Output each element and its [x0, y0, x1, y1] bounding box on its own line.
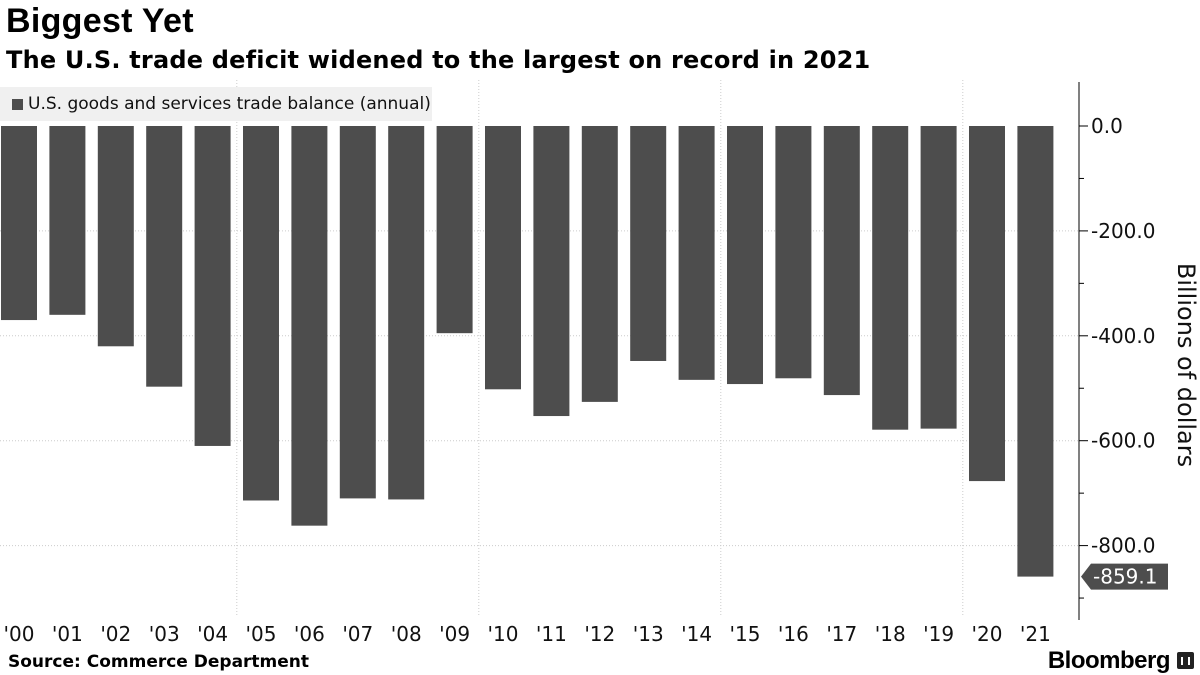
- bar-12: [581, 126, 618, 402]
- bar-00: [1, 126, 37, 321]
- bar-16: [775, 126, 812, 379]
- bar-08: [388, 126, 425, 500]
- bar-09: [436, 126, 473, 334]
- callout-value: -859.1: [1093, 565, 1157, 589]
- x-tick-label: '11: [536, 622, 567, 646]
- x-tick-label: '08: [391, 622, 422, 646]
- x-tick-labels: '00 '01 '02 '03 '04 '05 '06 '07 '08 '09 '10 '11 '12 '…: [4, 622, 1051, 646]
- legend: U.S. goods and services trade balance (a…: [0, 87, 432, 121]
- bar-04: [194, 126, 231, 446]
- bar-11: [533, 126, 570, 417]
- bar-20: [969, 126, 1005, 482]
- bars: [1, 126, 1054, 577]
- x-tick-label: '15: [730, 622, 761, 646]
- x-tick-label: '06: [294, 622, 325, 646]
- x-tick-label: '20: [972, 622, 1003, 646]
- y-axis: 0.0 -200.0 -400.0 -600.0 -800.0: [1078, 82, 1155, 620]
- x-tick-label: '03: [149, 622, 180, 646]
- bar-03: [146, 126, 183, 387]
- x-tick-label: '01: [52, 622, 83, 646]
- x-tick-label: '07: [342, 622, 373, 646]
- bar-02: [97, 126, 134, 347]
- x-tick-label: '04: [197, 622, 228, 646]
- x-tick-label: '13: [633, 622, 664, 646]
- legend-swatch: [12, 98, 23, 110]
- x-tick-label: '12: [584, 622, 615, 646]
- source-note: Source: Commerce Department: [8, 652, 310, 672]
- bar-13: [630, 126, 667, 361]
- bar-19: [920, 126, 957, 429]
- x-tick-label: '16: [778, 622, 809, 646]
- bar-01: [49, 126, 86, 315]
- callout-box: [1081, 563, 1168, 590]
- x-tick-label: '21: [1020, 622, 1051, 646]
- legend-label: U.S. goods and services trade balance (a…: [28, 94, 431, 114]
- bar-21: [1017, 126, 1054, 577]
- x-tick-label: '10: [488, 622, 519, 646]
- x-tick-label: '18: [875, 622, 906, 646]
- grid-lines: [0, 80, 1078, 615]
- bar-07: [339, 126, 376, 499]
- y-tick-label: -400.0: [1091, 324, 1155, 348]
- bar-05: [243, 126, 279, 501]
- y-tick-label: -800.0: [1091, 534, 1155, 558]
- y-tick-label: -200.0: [1091, 219, 1155, 243]
- chart-subtitle: The U.S. trade deficit widened to the la…: [6, 46, 871, 74]
- y-tick-label: 0.0: [1091, 114, 1123, 138]
- x-tick-label: '02: [100, 622, 131, 646]
- x-tick-label: '14: [681, 622, 712, 646]
- last-value-callout: -859.1: [1081, 563, 1168, 590]
- x-tick-label: '05: [246, 622, 277, 646]
- bar-10: [485, 126, 521, 390]
- chart-title: Biggest Yet: [6, 2, 194, 40]
- x-tick-label: '00: [4, 622, 35, 646]
- bar-18: [872, 126, 909, 430]
- y-tick-label: -600.0: [1091, 429, 1155, 453]
- x-tick-label: '09: [439, 622, 470, 646]
- bar-15: [727, 126, 763, 385]
- bar-06: [291, 126, 328, 526]
- x-tick-label: '17: [826, 622, 857, 646]
- y-axis-label: Billions of dollars: [1172, 263, 1200, 467]
- x-tick-label: '19: [923, 622, 954, 646]
- bar-14: [678, 126, 715, 380]
- brand-logo: Bloomberg: [1047, 647, 1171, 674]
- bloomberg-terminal-icon: [1177, 652, 1194, 669]
- bar-17: [823, 126, 860, 396]
